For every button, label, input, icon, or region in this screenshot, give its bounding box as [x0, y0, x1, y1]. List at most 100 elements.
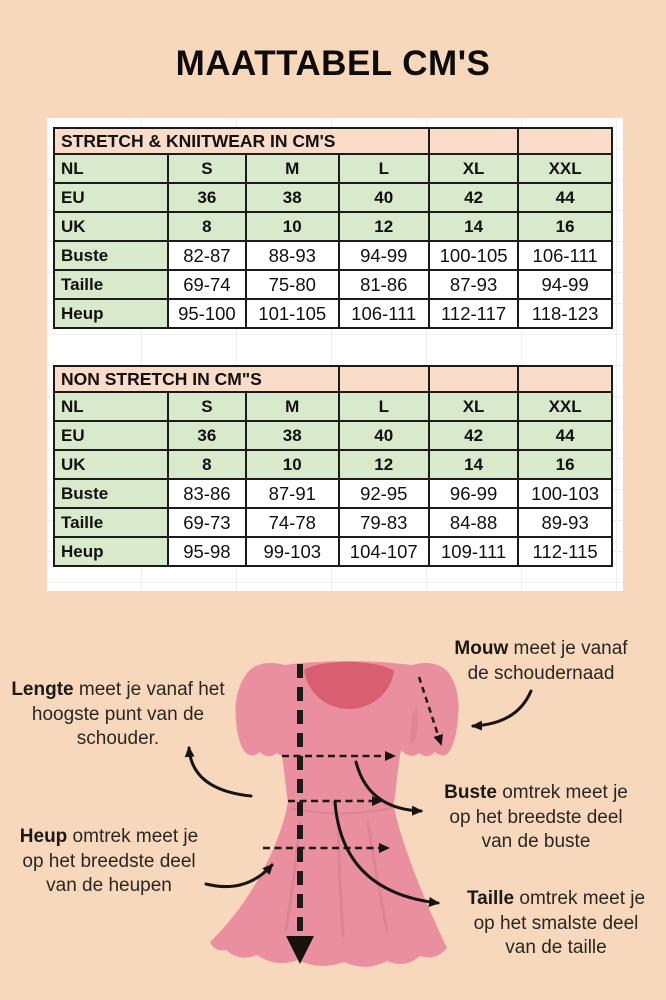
non-stretch-table: NON STRETCH IN CM"S NL S M L XL XXL EU 36 38 40 42 4… — [53, 365, 613, 567]
table-row: UK 8 10 12 14 16 — [53, 211, 613, 242]
note-hip: Heup omtrek meet je op het breedste deel… — [19, 826, 199, 897]
cell-value: 112-115 — [517, 536, 613, 567]
cell-value: 112-117 — [427, 298, 520, 329]
cell-value: 83-86 — [166, 478, 247, 509]
cell-value: 12 — [337, 449, 430, 480]
row-label: Buste — [53, 478, 169, 509]
note-bust: Buste omtrek meet je op het breedste dee… — [444, 782, 628, 853]
cell-value: 12 — [337, 211, 430, 242]
cell-value: 10 — [244, 211, 340, 242]
row-label: UK — [53, 211, 169, 242]
table-title-empty-cell — [427, 127, 520, 155]
table-row: NL S M L XL XXL — [53, 391, 613, 422]
cell-value: L — [337, 391, 430, 422]
note-hip-keyword: Heup — [19, 826, 68, 847]
table-title-empty-cell — [517, 127, 613, 155]
length-arrowhead — [286, 936, 314, 964]
cell-value: 81-86 — [337, 269, 430, 300]
bust-annotation-arrow — [354, 760, 423, 816]
cell-value: M — [244, 153, 340, 184]
cell-value: 106-111 — [337, 298, 430, 329]
table-title-row: STRETCH & KNIITWEAR IN CM'S — [53, 127, 613, 155]
cell-value: 16 — [517, 449, 613, 480]
table-row: Taille 69-74 75-80 81-86 87-93 94-99 — [53, 269, 613, 300]
row-label: Buste — [53, 240, 169, 271]
note-waist-keyword: Taille — [466, 888, 515, 909]
table-row: EU 36 38 40 42 44 — [53, 420, 613, 451]
cell-value: 79-83 — [337, 507, 430, 538]
cell-value: 8 — [166, 449, 247, 480]
cell-value: S — [166, 153, 247, 184]
dress-skirt — [210, 801, 447, 967]
table-row: Buste 83-86 87-91 92-95 96-99 100-103 — [53, 478, 613, 509]
table-title-empty-cell — [427, 365, 520, 393]
dress-measurement-illustration — [184, 661, 533, 967]
row-label: Taille — [53, 507, 169, 538]
cell-value: 94-99 — [517, 269, 613, 300]
note-bust-keyword: Buste — [444, 782, 497, 803]
cell-value: 82-87 — [166, 240, 247, 271]
cell-value: 10 — [244, 449, 340, 480]
note-sleeve: Mouw meet je vanaf de schoudernaad — [454, 638, 628, 684]
row-label: NL — [53, 153, 169, 184]
cell-value: XL — [427, 391, 520, 422]
row-label: NL — [53, 391, 169, 422]
row-label: Taille — [53, 269, 169, 300]
row-label: Heup — [53, 536, 169, 567]
row-label: EU — [53, 182, 169, 213]
cell-value: 40 — [337, 182, 430, 213]
note-length: Lengte meet je vanaf het hoogste punt va… — [11, 679, 225, 750]
table-row: Heup 95-100 101-105 106-111 112-117 118-123 — [53, 298, 613, 329]
cell-value: 87-93 — [427, 269, 520, 300]
cell-value: XXL — [517, 153, 613, 184]
table-title: STRETCH & KNIITWEAR IN CM'S — [53, 127, 430, 155]
cell-value: 95-100 — [166, 298, 247, 329]
cell-value: M — [244, 391, 340, 422]
cell-value: 42 — [427, 420, 520, 451]
cell-value: 104-107 — [337, 536, 430, 567]
cell-value: 38 — [244, 420, 340, 451]
cell-value: 69-73 — [166, 507, 247, 538]
waist-annotation-arrow — [333, 800, 440, 907]
cell-value: 118-123 — [517, 298, 613, 329]
cell-value: 94-99 — [337, 240, 430, 271]
cell-value: 100-105 — [427, 240, 520, 271]
cell-value: 74-78 — [244, 507, 340, 538]
cell-value: 89-93 — [517, 507, 613, 538]
table-row: Buste 82-87 88-93 94-99 100-105 106-111 — [53, 240, 613, 271]
table-title-empty-cell — [337, 365, 430, 393]
cell-value: 44 — [517, 420, 613, 451]
table-row: Heup 95-98 99-103 104-107 109-111 112-115 — [53, 536, 613, 567]
row-label: UK — [53, 449, 169, 480]
row-label: Heup — [53, 298, 169, 329]
cell-value: 109-111 — [427, 536, 520, 567]
cell-value: 101-105 — [244, 298, 340, 329]
cell-value: 16 — [517, 211, 613, 242]
cell-value: 92-95 — [337, 478, 430, 509]
cell-value: 36 — [166, 182, 247, 213]
table-title: NON STRETCH IN CM"S — [53, 365, 340, 393]
row-label: EU — [53, 420, 169, 451]
table-row: UK 8 10 12 14 16 — [53, 449, 613, 480]
dress-bodice — [264, 661, 432, 803]
cell-value: 100-103 — [517, 478, 613, 509]
sleeve-dashed-line — [417, 676, 443, 746]
dress-drawing — [210, 661, 459, 967]
cell-value: 84-88 — [427, 507, 520, 538]
cell-value: XXL — [517, 391, 613, 422]
cell-value: 14 — [427, 211, 520, 242]
cell-value: 38 — [244, 182, 340, 213]
cell-value: 106-111 — [517, 240, 613, 271]
dress-neckline — [304, 661, 394, 709]
annotation-arrows — [184, 689, 533, 907]
table-row: NL S M L XL XXL — [53, 153, 613, 184]
cell-value: 44 — [517, 182, 613, 213]
cell-value: 36 — [166, 420, 247, 451]
cell-value: 40 — [337, 420, 430, 451]
length-annotation-arrow — [184, 746, 253, 798]
note-length-keyword: Lengte — [11, 679, 74, 700]
cell-value: L — [337, 153, 430, 184]
cell-value: 88-93 — [244, 240, 340, 271]
cell-value: 87-91 — [244, 478, 340, 509]
